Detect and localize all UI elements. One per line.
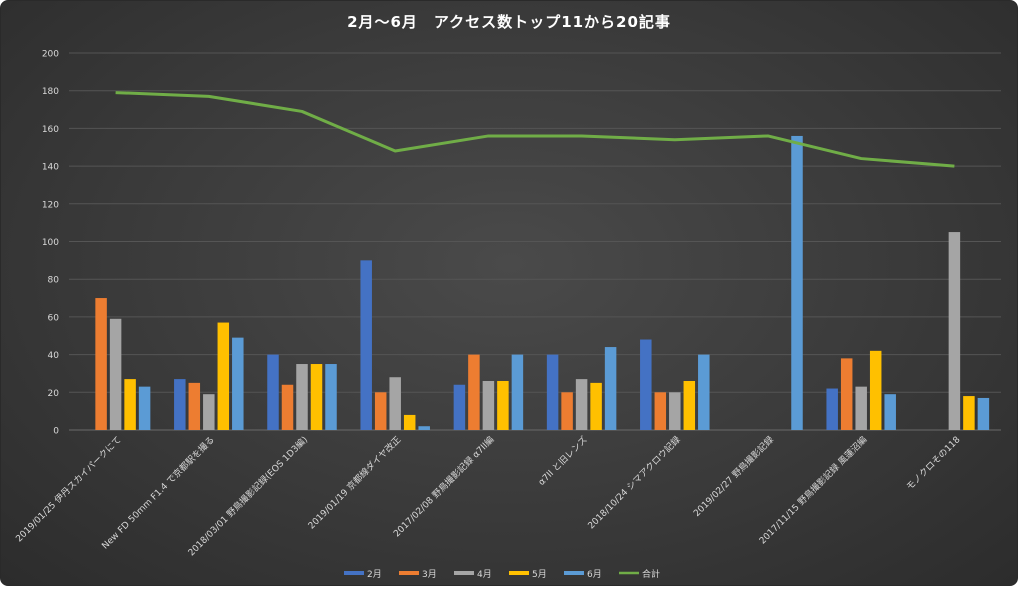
bar xyxy=(511,354,524,430)
x-tick-label: New FD 50mm F1.4 で京都駅を撮る xyxy=(99,434,217,552)
bar xyxy=(374,392,387,430)
line-layer xyxy=(115,91,955,168)
bar xyxy=(791,135,803,430)
bar xyxy=(124,379,136,430)
bar xyxy=(963,396,975,430)
bar xyxy=(840,358,853,430)
bar xyxy=(267,354,279,430)
y-tick-label: 80 xyxy=(48,276,60,286)
bar xyxy=(826,388,838,430)
bar xyxy=(418,426,430,430)
x-tick-label: 2018/10/24 シマアクロウ記録 xyxy=(585,434,683,532)
bar xyxy=(654,392,667,430)
bar xyxy=(232,337,244,430)
bar xyxy=(669,392,681,430)
bar xyxy=(683,380,696,430)
bar xyxy=(360,260,372,430)
bar xyxy=(281,384,294,430)
legend-label: 6月 xyxy=(587,569,602,580)
legend-label: 3月 xyxy=(422,569,437,580)
y-tick-label: 60 xyxy=(48,313,60,323)
bar xyxy=(546,354,559,430)
bar xyxy=(468,354,480,430)
bar xyxy=(640,339,652,430)
bar xyxy=(575,379,588,430)
y-axis-ticks: 0 20 40 60 80 100 120 140 160 180 200 xyxy=(42,50,59,437)
bar xyxy=(561,392,573,430)
x-tick-label: 2019/01/25 伊丹スカイパークにて xyxy=(13,434,124,545)
legend-swatch xyxy=(509,571,529,575)
legend-swatch xyxy=(399,571,419,575)
bar xyxy=(109,318,122,430)
legend-swatch xyxy=(454,571,474,575)
x-tick-label: 2017/02/08 野鳥撮影記録 α7II編 xyxy=(391,434,497,540)
x-tick-label: 2017/11/15 野鳥撮影記録 風蓮沼編 xyxy=(756,434,869,547)
bar xyxy=(310,364,323,430)
y-tick-label: 0 xyxy=(53,427,59,437)
y-tick-label: 120 xyxy=(42,200,59,210)
y-tick-label: 200 xyxy=(42,50,59,60)
bar xyxy=(188,382,201,430)
bar xyxy=(296,364,308,430)
legend-swatch xyxy=(344,571,364,575)
bar xyxy=(203,394,215,430)
legend-label: 2月 xyxy=(367,569,382,580)
bar xyxy=(590,382,602,430)
bar xyxy=(138,386,151,430)
bar xyxy=(389,377,401,430)
bar xyxy=(698,354,710,430)
bar xyxy=(403,414,416,430)
bar xyxy=(217,322,230,430)
grid-layer xyxy=(69,52,1001,431)
bar xyxy=(604,347,617,430)
total-line xyxy=(115,91,955,168)
legend: 2月 3月 4月 5月 6月 合計 xyxy=(344,568,660,580)
x-tick-label: 2019/02/27 野鳥撮影記録 xyxy=(691,434,776,519)
bar xyxy=(855,386,867,430)
y-tick-label: 100 xyxy=(42,238,59,248)
y-tick-label: 180 xyxy=(42,87,59,97)
y-tick-label: 40 xyxy=(48,351,60,361)
bar xyxy=(977,397,990,430)
y-tick-label: 20 xyxy=(48,389,60,399)
legend-label: 5月 xyxy=(532,569,547,580)
bar xyxy=(497,380,509,430)
x-tick-label: 2019/01/19 京都線ダイヤ改正 xyxy=(305,434,403,532)
x-tick-label: α7II と旧レンズ xyxy=(536,434,590,488)
bar xyxy=(869,350,882,430)
bar xyxy=(482,380,495,430)
y-tick-label: 140 xyxy=(42,163,59,173)
legend-label: 合計 xyxy=(642,568,660,580)
bar xyxy=(325,364,337,430)
chart-title: 2月〜6月 アクセス数トップ11から20記事 xyxy=(347,13,671,31)
bar xyxy=(453,384,466,430)
x-tick-label: モノクロその118 xyxy=(904,434,962,492)
y-tick-label: 160 xyxy=(42,125,59,135)
bar xyxy=(948,232,961,430)
legend-swatch xyxy=(564,571,584,575)
legend-label: 4月 xyxy=(477,569,492,580)
bar xyxy=(884,394,896,430)
bars-layer xyxy=(95,135,990,430)
bar xyxy=(95,298,107,430)
bar xyxy=(174,379,186,430)
